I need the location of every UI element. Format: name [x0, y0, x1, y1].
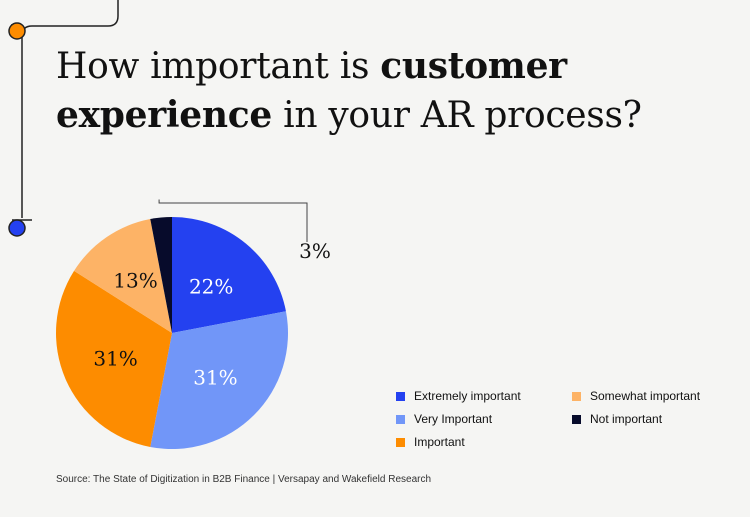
- label-important: 31%: [93, 346, 137, 370]
- legend-swatch: [572, 391, 581, 401]
- legend-item-extremely-important: Extremely important: [396, 388, 521, 404]
- source-note: Source: The State of Digitization in B2B…: [56, 474, 432, 485]
- title-bold-1: customer: [380, 45, 567, 87]
- title-part-1: How important is: [56, 46, 370, 87]
- legend-label: Important: [414, 435, 465, 449]
- legend-item-very-important: Very Important: [396, 411, 492, 427]
- legend-swatch: [572, 414, 581, 424]
- legend-swatch: [396, 391, 405, 401]
- blue-dot-icon: [8, 219, 26, 237]
- legend-swatch: [396, 437, 405, 447]
- slice-important: [55, 270, 172, 447]
- page-title: How important is customer experience in …: [56, 42, 696, 140]
- legend-label: Extremely important: [414, 389, 521, 403]
- title-part-2: in your AR process?: [283, 95, 642, 136]
- orange-dot-icon: [8, 22, 26, 40]
- legend-item-important: Important: [396, 434, 465, 450]
- leader-line: [158, 199, 308, 242]
- legend-item-somewhat-important: Somewhat important: [572, 388, 700, 404]
- legend-label: Somewhat important: [590, 389, 701, 403]
- slice-not-important: [150, 217, 172, 333]
- slice-somewhat-important: [74, 219, 172, 333]
- label-very-important: 31%: [193, 365, 237, 389]
- legend-label: Very Important: [414, 412, 493, 426]
- slice-very-important: [150, 311, 288, 449]
- label-extremely-important: 22%: [189, 275, 233, 299]
- title-bold-2: experience: [56, 94, 272, 136]
- legend-label: Not important: [590, 412, 663, 426]
- legend-swatch: [396, 414, 405, 424]
- legend-item-not-important: Not important: [572, 411, 662, 427]
- slice-extremely-important: [172, 217, 286, 333]
- label-not-important: 3%: [299, 239, 331, 263]
- label-somewhat-important: 13%: [113, 268, 157, 292]
